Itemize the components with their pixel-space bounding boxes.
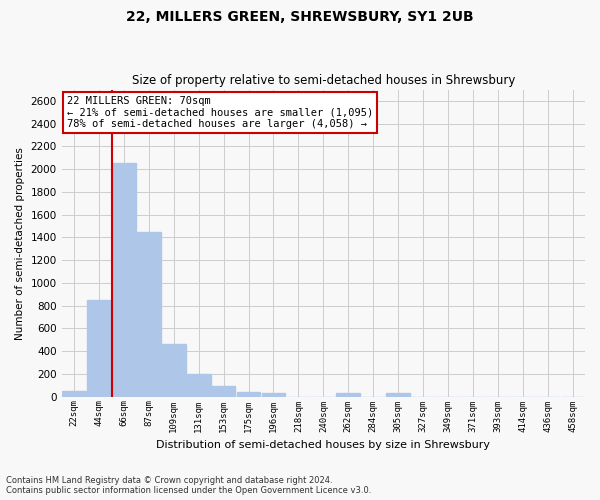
- Bar: [237, 392, 260, 396]
- Bar: [386, 393, 410, 396]
- Bar: [212, 386, 235, 396]
- X-axis label: Distribution of semi-detached houses by size in Shrewsbury: Distribution of semi-detached houses by …: [157, 440, 490, 450]
- Bar: [137, 232, 161, 396]
- Text: Contains HM Land Registry data © Crown copyright and database right 2024.
Contai: Contains HM Land Registry data © Crown c…: [6, 476, 371, 495]
- Text: 22 MILLERS GREEN: 70sqm
← 21% of semi-detached houses are smaller (1,095)
78% of: 22 MILLERS GREEN: 70sqm ← 21% of semi-de…: [67, 96, 373, 129]
- Y-axis label: Number of semi-detached properties: Number of semi-detached properties: [15, 146, 25, 340]
- Bar: [87, 300, 111, 396]
- Bar: [187, 374, 211, 396]
- Bar: [162, 344, 185, 397]
- Title: Size of property relative to semi-detached houses in Shrewsbury: Size of property relative to semi-detach…: [131, 74, 515, 87]
- Bar: [262, 393, 286, 396]
- Bar: [337, 393, 360, 396]
- Text: 22, MILLERS GREEN, SHREWSBURY, SY1 2UB: 22, MILLERS GREEN, SHREWSBURY, SY1 2UB: [126, 10, 474, 24]
- Bar: [112, 164, 136, 396]
- Bar: [62, 391, 86, 396]
